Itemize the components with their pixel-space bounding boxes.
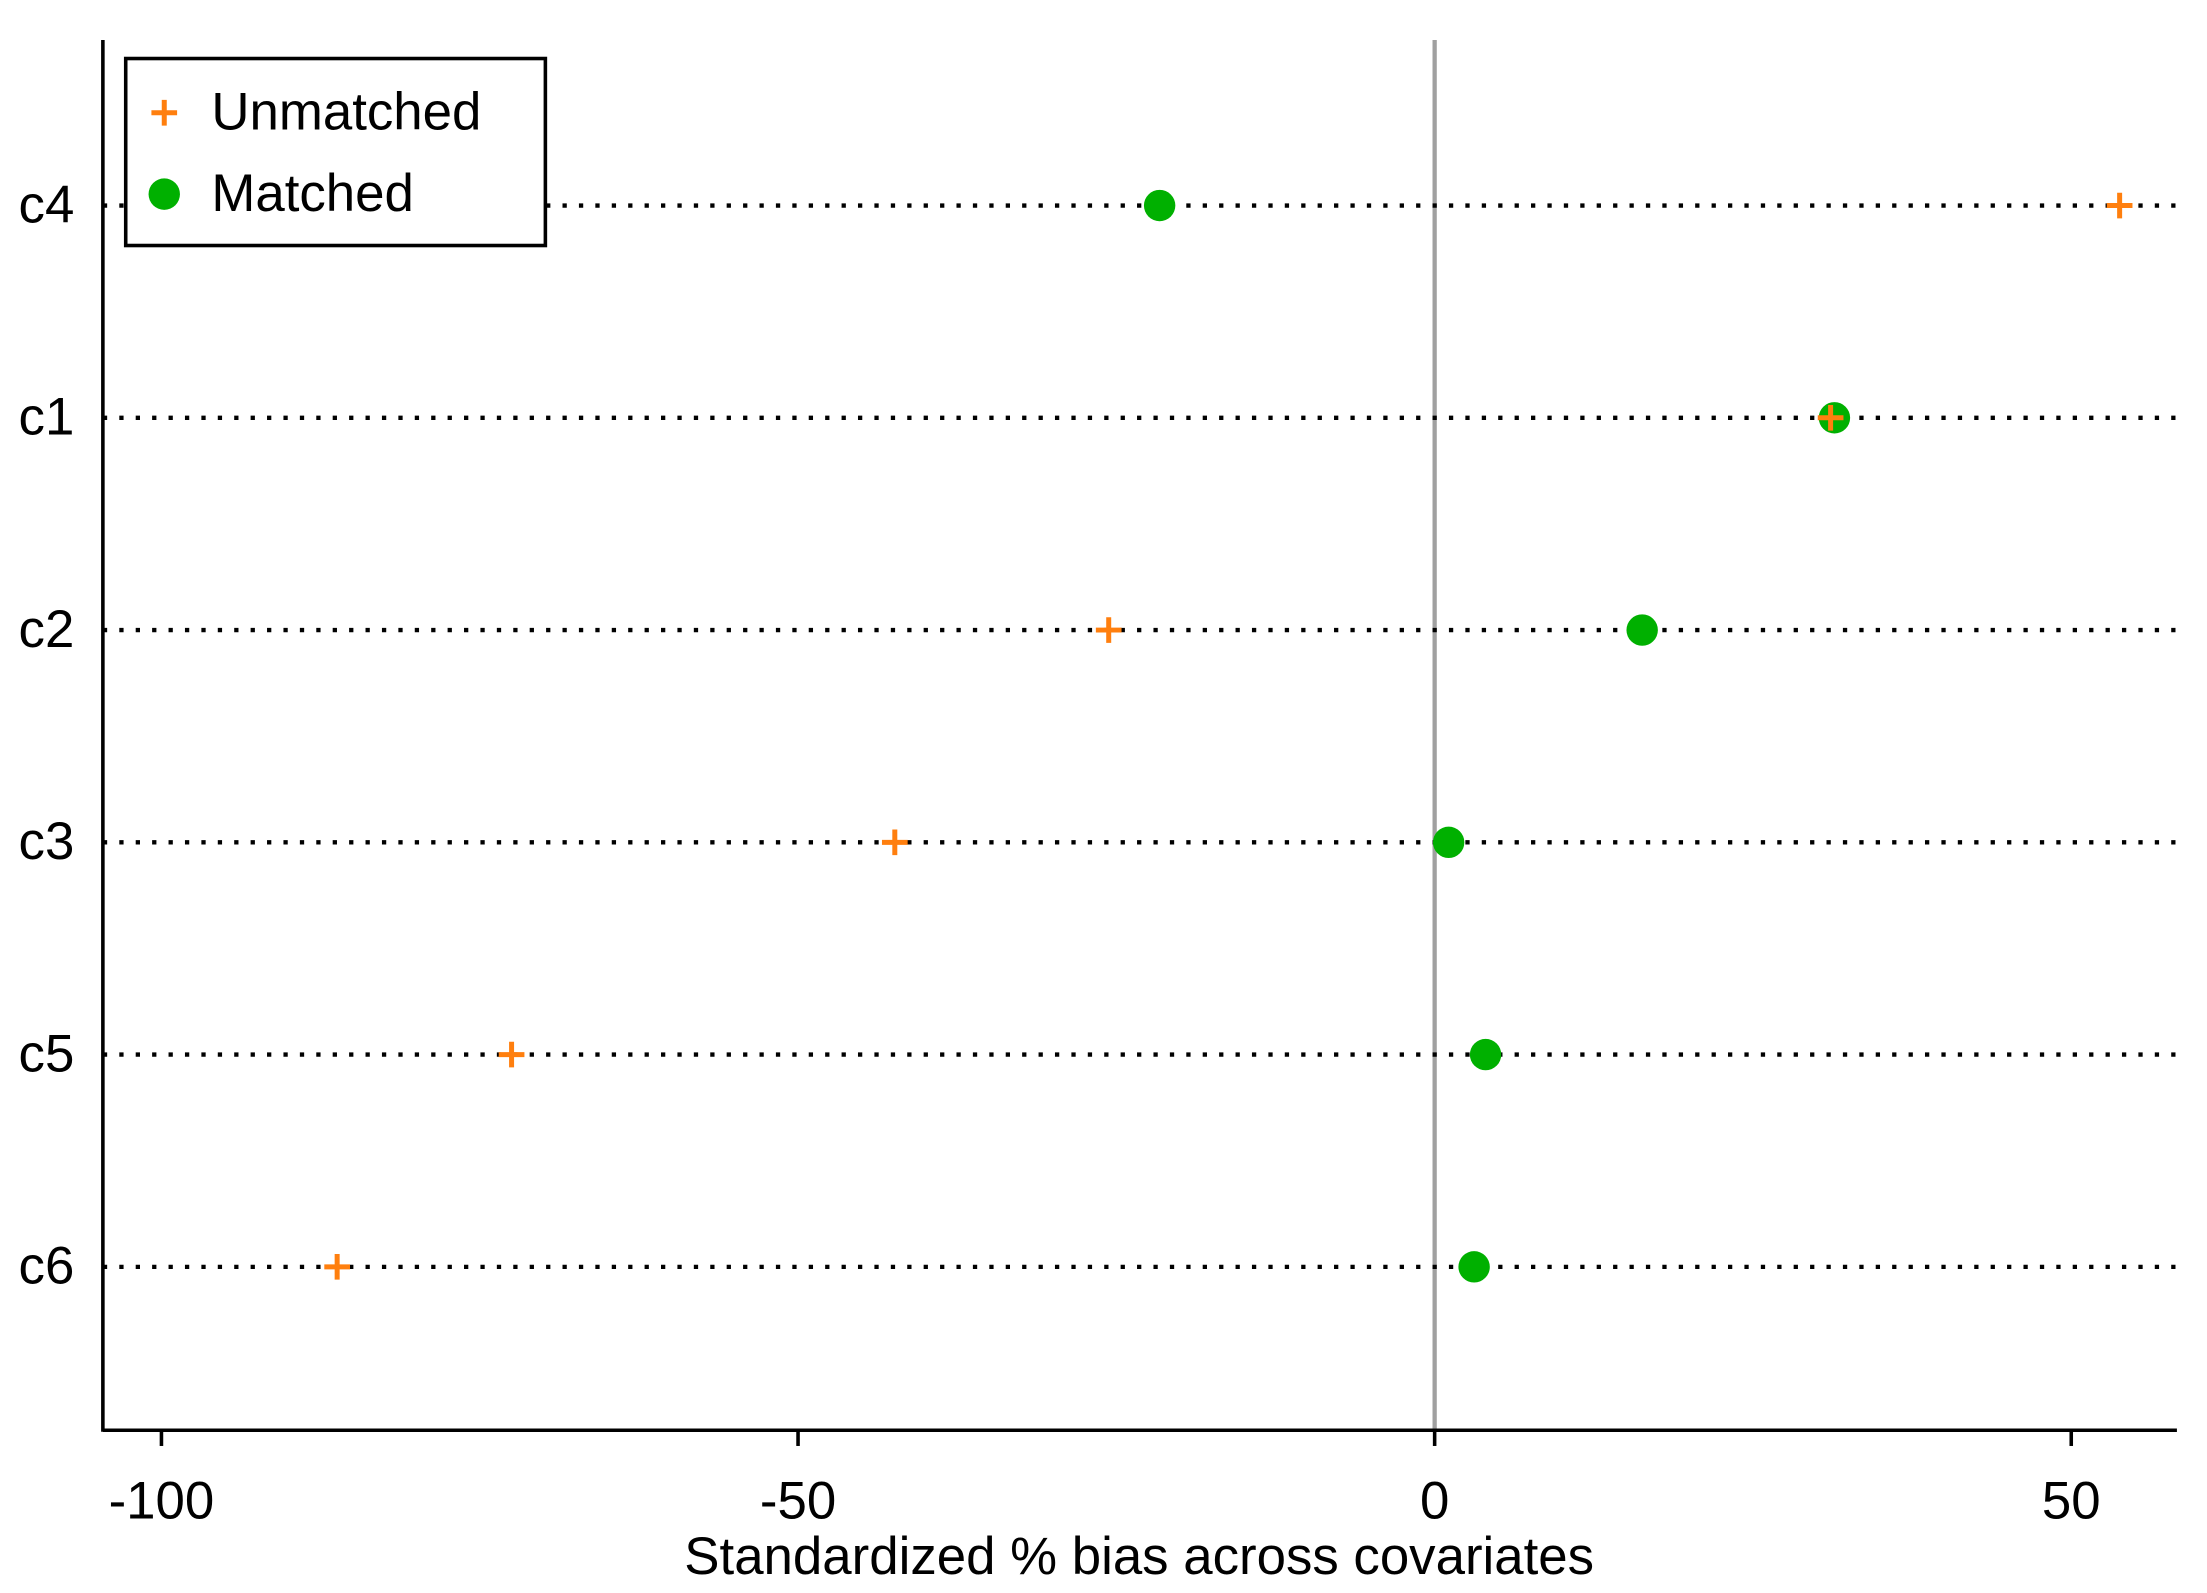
legend-marker <box>148 178 180 210</box>
plus-stroke <box>2106 192 2133 219</box>
y-tick-label: c5 <box>19 1024 75 1083</box>
plus-stroke <box>151 99 178 126</box>
data-point <box>1626 614 1658 646</box>
data-point <box>498 1041 525 1068</box>
data-point <box>1458 1251 1490 1283</box>
x-axis-title: Standardized % bias across covariates <box>684 1527 1594 1586</box>
plus-stroke <box>1817 404 1844 431</box>
plus-stroke <box>324 1253 350 1280</box>
data-point <box>2106 192 2133 219</box>
legend-box <box>123 56 548 248</box>
y-tick-label: c3 <box>19 812 75 871</box>
y-tick-label: c6 <box>19 1237 75 1296</box>
plus-stroke <box>1095 617 1122 643</box>
plus-stroke <box>498 1041 525 1068</box>
y-tick-label: c4 <box>19 175 75 234</box>
data-point <box>324 1253 350 1280</box>
x-tick-label: -50 <box>760 1471 836 1530</box>
data-point <box>1817 404 1844 431</box>
data-point <box>1432 826 1465 859</box>
x-tick-label: -100 <box>109 1471 215 1530</box>
data-point <box>881 829 908 856</box>
x-tick-label: 0 <box>1420 1471 1449 1530</box>
data-point <box>1469 1038 1502 1071</box>
legend-marker <box>151 99 178 126</box>
y-tick-label: c2 <box>19 600 75 659</box>
legend-label: Unmatched <box>211 83 481 142</box>
legend-label: Matched <box>211 164 414 223</box>
x-tick-label: 50 <box>2042 1471 2101 1530</box>
data-point <box>1095 617 1122 643</box>
data-point <box>1143 189 1176 222</box>
y-tick-label: c1 <box>19 388 75 447</box>
plus-stroke <box>881 829 908 856</box>
